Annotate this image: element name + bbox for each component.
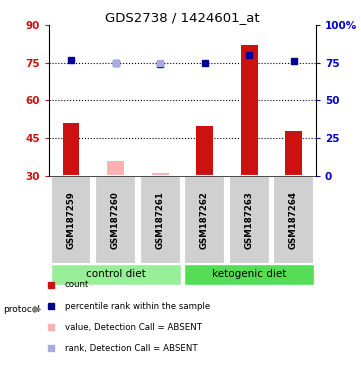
Text: protocol: protocol	[4, 305, 40, 314]
Text: rank, Detection Call = ABSENT: rank, Detection Call = ABSENT	[65, 344, 197, 353]
Text: GSM187260: GSM187260	[111, 191, 120, 248]
Text: percentile rank within the sample: percentile rank within the sample	[65, 301, 210, 311]
Bar	[152, 174, 169, 176]
Text: GSM187264: GSM187264	[289, 191, 298, 249]
Bar	[184, 263, 314, 285]
Text: GSM187262: GSM187262	[200, 191, 209, 249]
Bar	[62, 123, 79, 176]
Title: GDS2738 / 1424601_at: GDS2738 / 1424601_at	[105, 11, 260, 24]
Bar	[184, 176, 225, 263]
Text: count: count	[65, 280, 89, 290]
Bar	[273, 176, 314, 263]
Bar	[51, 263, 180, 285]
Text: GSM187261: GSM187261	[156, 191, 165, 249]
Bar	[107, 161, 124, 176]
Bar	[51, 176, 91, 263]
Text: value, Detection Call = ABSENT: value, Detection Call = ABSENT	[65, 323, 202, 331]
Bar	[229, 176, 270, 263]
Text: control diet: control diet	[86, 269, 145, 279]
Text: ▶: ▶	[34, 304, 42, 314]
Bar	[95, 176, 136, 263]
Bar	[196, 126, 213, 176]
Bar	[285, 131, 302, 176]
Bar	[140, 176, 180, 263]
Bar	[241, 45, 257, 176]
Text: GSM187259: GSM187259	[66, 191, 75, 248]
Text: ketogenic diet: ketogenic diet	[212, 269, 286, 279]
Text: GSM187263: GSM187263	[245, 191, 253, 249]
